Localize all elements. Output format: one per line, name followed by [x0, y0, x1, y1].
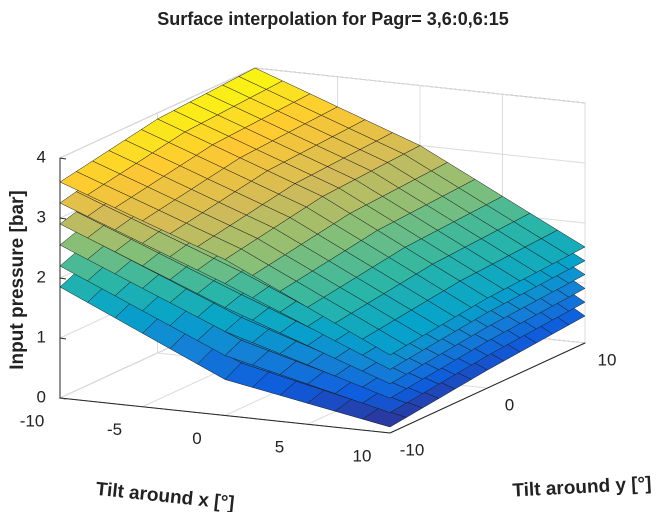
axis-line [59, 397, 391, 434]
surface-patch [361, 344, 407, 370]
axis-line [389, 342, 586, 434]
tick-mark [59, 337, 67, 340]
chart-title: Surface interpolation for Pagr= 3,6:0,6:… [157, 9, 509, 29]
z-tick-label: 1 [37, 327, 46, 346]
x-tick-label: 0 [192, 429, 201, 448]
surface-patch [361, 408, 407, 428]
tick-mark [59, 217, 67, 220]
x-tick-label: -10 [20, 411, 45, 430]
y-tick-label: 10 [598, 350, 617, 369]
z-tick-label: 2 [37, 267, 46, 286]
tick-mark [59, 157, 67, 160]
x-tick-label: -5 [107, 420, 122, 439]
x-tick-label: 5 [275, 438, 284, 457]
surface-patch [362, 329, 407, 356]
z-tick-label: 4 [37, 147, 46, 166]
y-tick-label: -10 [400, 440, 425, 459]
x-axis-label: Tilt around x [°] [95, 479, 236, 512]
z-tick-label: 0 [37, 387, 46, 406]
z-axis-label: Input pressure [bar] [7, 190, 28, 369]
surface-patch [361, 392, 407, 413]
surface-patch [361, 376, 407, 399]
surface-patch [361, 360, 407, 385]
x-tick-label: 10 [353, 446, 372, 465]
tick-mark [59, 277, 67, 280]
y-axis-label: Tilt around y [°] [512, 473, 652, 501]
z-tick-label: 3 [37, 207, 46, 226]
y-tick-label: 0 [505, 395, 514, 414]
